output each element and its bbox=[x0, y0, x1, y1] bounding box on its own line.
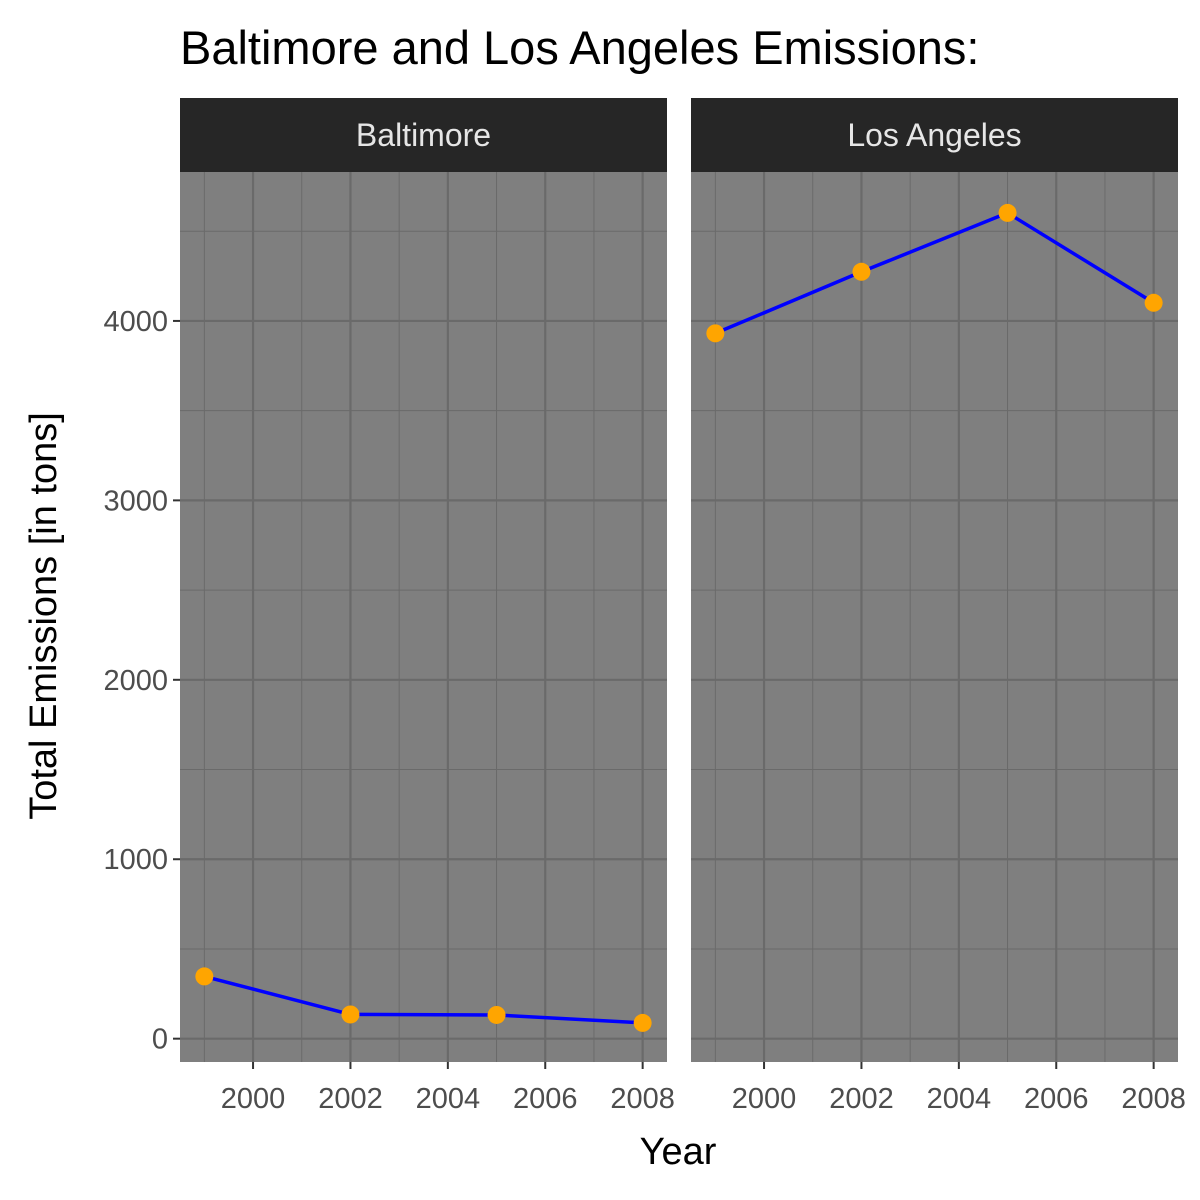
y-tick-label: 4000 bbox=[103, 306, 168, 338]
data-point bbox=[633, 1013, 652, 1032]
data-point bbox=[195, 967, 214, 986]
x-tick-label: 2006 bbox=[513, 1083, 578, 1115]
x-tick-label: 2008 bbox=[610, 1083, 675, 1115]
y-tick-label: 0 bbox=[152, 1024, 168, 1056]
x-tick-label: 2004 bbox=[416, 1083, 481, 1115]
data-point bbox=[706, 324, 725, 343]
y-tick-label: 3000 bbox=[103, 485, 168, 517]
data-point bbox=[998, 203, 1017, 222]
x-tick-label: 2000 bbox=[732, 1083, 797, 1115]
x-tick-label: 2000 bbox=[221, 1083, 286, 1115]
y-tick-label: 1000 bbox=[103, 844, 168, 876]
data-point bbox=[1144, 293, 1163, 312]
chart-title: Baltimore and Los Angeles Emissions: bbox=[180, 21, 979, 74]
facet-strip bbox=[691, 98, 1178, 172]
series-line bbox=[203, 974, 643, 1025]
facet-los-angeles: Los Angeles 2000 2002 2004 2006 2008 bbox=[691, 98, 1186, 1115]
facet-panels: Baltimore 2000 2002 2004 2006 2008 0 1000 2000 30… bbox=[103, 98, 1186, 1115]
x-tick-label: 2004 bbox=[927, 1083, 992, 1115]
x-tick-label: 2006 bbox=[1024, 1083, 1089, 1115]
facet-baltimore: Baltimore 2000 2002 2004 2006 2008 0 1000 2000 30… bbox=[103, 98, 675, 1115]
y-tick-label: 2000 bbox=[103, 665, 168, 697]
data-point bbox=[341, 1005, 360, 1024]
data-point bbox=[487, 1005, 506, 1024]
x-axis-title: Year bbox=[640, 1131, 717, 1173]
facet-strip-label: Baltimore bbox=[356, 117, 491, 153]
y-axis-title: Total Emissions [in tons] bbox=[23, 412, 65, 820]
series-line bbox=[714, 211, 1155, 335]
facet-strip-label: Los Angeles bbox=[847, 117, 1021, 153]
x-tick-label: 2002 bbox=[318, 1083, 383, 1115]
x-tick-label: 2008 bbox=[1121, 1083, 1186, 1115]
facet-strip bbox=[180, 98, 667, 172]
x-tick-label: 2002 bbox=[829, 1083, 894, 1115]
data-point bbox=[852, 262, 871, 281]
